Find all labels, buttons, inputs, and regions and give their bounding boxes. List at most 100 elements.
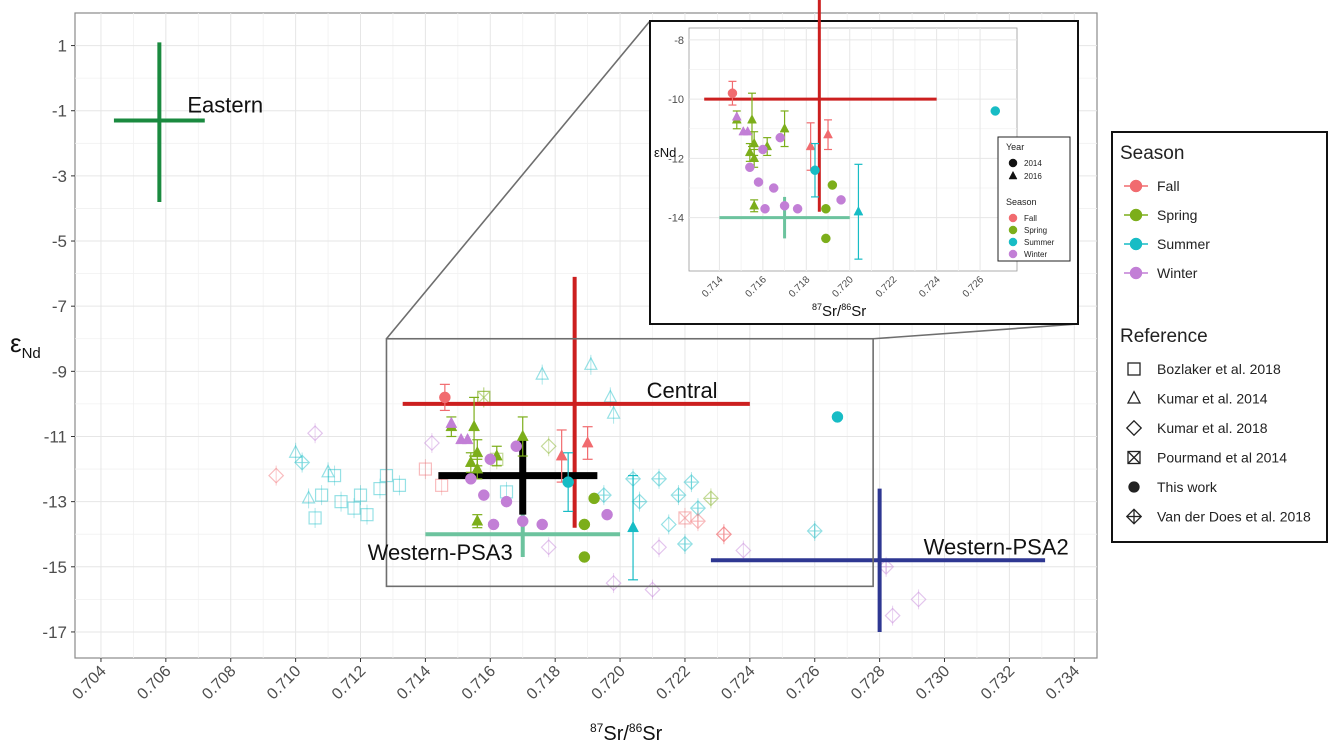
inset-point — [749, 137, 760, 148]
inset-point — [775, 132, 785, 143]
reference-point — [660, 516, 677, 533]
inset-legend-year-title: Year — [1006, 142, 1024, 152]
legend-reference-label: This work — [1157, 479, 1218, 495]
legend-reference-marker — [1128, 481, 1140, 493]
reference-point — [268, 467, 285, 484]
this-work-point — [471, 445, 484, 458]
reference-point — [735, 542, 752, 559]
reference-point — [301, 490, 316, 504]
reference-point — [595, 487, 612, 504]
inset-legend-season-label: Winter — [1024, 250, 1047, 259]
legend-reference-marker — [1125, 508, 1143, 525]
reference-point — [294, 454, 311, 471]
inset-point — [810, 165, 820, 175]
x-tick-label: 0.734 — [1043, 663, 1083, 703]
reference-point-box — [678, 511, 692, 525]
y-tick-label: -15 — [42, 558, 67, 577]
reference-point — [910, 591, 927, 608]
reference-point-x1 — [678, 511, 692, 525]
inset-point — [758, 144, 768, 155]
y-tick-label: -13 — [42, 493, 67, 512]
source-region-labels: Eastern Central Western-PSA3 Western-PSA2 — [187, 93, 1068, 566]
this-work-point — [471, 514, 484, 526]
main-y-tick-labels: 1 -1 -3 -5 -7 -9 -11 -13 -15 -17 — [42, 37, 75, 642]
legend-reference-label: Van der Does et al. 2018 — [1157, 509, 1311, 525]
x-tick-label: 0.720 — [589, 663, 629, 703]
x-tick-label: 0.728 — [848, 663, 888, 703]
main-x-axis-title: 87Sr/86Sr — [590, 721, 663, 745]
inset-x-sup-1: 87 — [812, 302, 822, 312]
legend-season-marker — [1129, 208, 1143, 222]
reference-point — [689, 513, 706, 530]
reference-point-shape — [715, 526, 732, 543]
x-axis-sup-1: 87 — [590, 721, 604, 735]
region-label-western-psa2: Western-PSA2 — [924, 534, 1069, 559]
inset-point — [727, 88, 738, 98]
legend-reference-marker — [1127, 362, 1141, 376]
reference-point — [884, 607, 901, 624]
x-axis-sup-2: 86 — [629, 721, 643, 735]
this-work-point — [484, 453, 497, 466]
reference-point-shape — [670, 487, 687, 504]
reference-point — [308, 511, 322, 525]
inset-point — [768, 183, 779, 193]
inset-legend-season-marker — [1008, 225, 1018, 235]
x-axis-base-2: Sr — [642, 723, 662, 745]
reference-point — [683, 474, 700, 491]
inset-legend-year-label: 2016 — [1024, 172, 1042, 181]
legend-season-marker — [1129, 179, 1143, 193]
inset-legend-season-label: Spring — [1024, 226, 1047, 235]
y-tick-label: -9 — [52, 362, 67, 381]
reference-point — [327, 468, 342, 483]
inset-legend-season-marker — [1008, 237, 1018, 247]
inset-point — [744, 146, 755, 157]
x-tick-label: 0.704 — [69, 663, 109, 703]
inset-point — [753, 177, 764, 187]
legend-reference-label: Kumar et al. 2018 — [1157, 420, 1268, 436]
y-axis-sub: Nd — [22, 345, 41, 362]
region-label-central: Central — [647, 378, 718, 403]
reference-point — [670, 487, 687, 504]
legend-season-marker — [1129, 266, 1143, 280]
reference-point — [606, 405, 621, 419]
y-tick-label: -5 — [52, 232, 67, 251]
this-work-point — [500, 495, 513, 508]
source-region-crosses — [113, 42, 1046, 632]
inset-point — [827, 180, 838, 190]
reference-point-x1 — [477, 390, 491, 404]
zoom-connector-layer — [385, 20, 1079, 588]
this-work-point — [831, 411, 844, 423]
this-work-point — [439, 391, 451, 404]
inset-point — [760, 204, 770, 214]
legend-season-label: Winter — [1157, 265, 1198, 281]
x-tick-label: 0.732 — [978, 663, 1018, 703]
inset-point — [779, 201, 790, 211]
legend-season-title: Season — [1120, 143, 1184, 164]
inset-x-base-1: Sr/ — [822, 303, 842, 320]
reference-point — [540, 438, 557, 455]
reference-point-shape — [595, 487, 612, 504]
inset-point — [805, 140, 816, 151]
inset-legend-years: 2014 2016 — [1008, 158, 1042, 181]
inset-y-tick-labels: -8 -10 -12 -14 — [668, 35, 684, 225]
reference-point-shape — [702, 490, 719, 507]
reference-point — [644, 581, 661, 598]
zoom-box — [385, 337, 874, 588]
this-work-point — [562, 476, 574, 488]
legend-reference-marker-x2 — [1127, 451, 1141, 464]
reference-point — [307, 425, 324, 442]
legend-reference-label: Bozlaker et al. 2018 — [1157, 361, 1281, 377]
inset-legend-seasons: Fall Spring Summer Winter — [1008, 213, 1055, 259]
inset-x-base-2: Sr — [851, 303, 866, 320]
reference-point-shape — [631, 493, 648, 510]
reference-point — [650, 539, 668, 556]
reference-point-shape — [294, 454, 311, 471]
inset-legend-season-label: Fall — [1024, 214, 1037, 223]
x-tick-label: 0.730 — [913, 663, 953, 703]
reference-point — [435, 478, 449, 492]
inset-point — [779, 123, 790, 133]
reference-point — [702, 490, 719, 507]
inset-y-tick-label: -14 — [668, 213, 684, 225]
this-work-point — [601, 508, 613, 521]
